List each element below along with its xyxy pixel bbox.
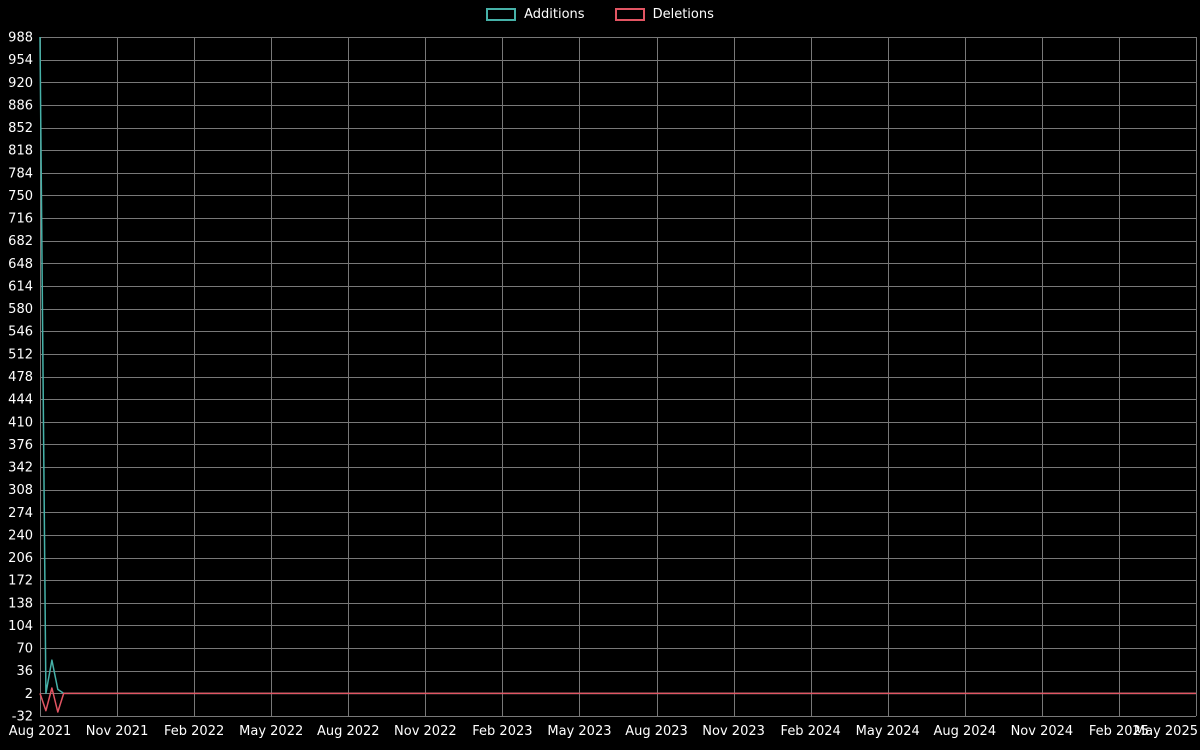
x-tick-label: Aug 2021: [9, 724, 72, 739]
legend-label-deletions: Deletions: [652, 7, 714, 22]
y-tick-label: -32: [12, 710, 33, 725]
y-tick-label: 172: [8, 574, 33, 589]
y-tick-label: 206: [8, 551, 33, 566]
y-tick-label: 784: [8, 166, 33, 181]
legend-item-additions[interactable]: Additions: [486, 7, 585, 22]
additions-swatch-icon: [486, 8, 517, 21]
y-tick-label: 138: [8, 596, 33, 611]
x-tick-label: Feb 2024: [781, 724, 841, 739]
y-tick-label: 342: [8, 461, 33, 476]
y-tick-label: 852: [8, 121, 33, 136]
x-tick-label: May 2022: [239, 724, 303, 739]
y-tick-label: 70: [16, 642, 33, 657]
y-tick-label: 886: [8, 98, 33, 113]
y-tick-label: 614: [8, 279, 33, 294]
y-tick-label: 682: [8, 234, 33, 249]
y-tick-label: 2: [25, 687, 33, 702]
x-tick-label: Feb 2022: [164, 724, 224, 739]
x-tick-label: May 2025: [1134, 724, 1198, 739]
y-tick-label: 920: [8, 76, 33, 91]
y-tick-label: 988: [8, 31, 33, 46]
y-tick-label: 512: [8, 347, 33, 362]
x-tick-label: Nov 2021: [86, 724, 149, 739]
additions-line: [39, 36, 1196, 695]
legend-item-deletions[interactable]: Deletions: [614, 7, 714, 22]
y-tick-label: 580: [8, 302, 33, 317]
x-tick-label: Feb 2023: [472, 724, 532, 739]
x-tick-label: Nov 2023: [702, 724, 765, 739]
y-tick-label: 240: [8, 528, 33, 543]
deletions-line: [39, 687, 1196, 713]
y-tick-label: 36: [16, 664, 33, 679]
x-tick-label: Aug 2022: [317, 724, 380, 739]
y-tick-label: 376: [8, 438, 33, 453]
y-tick-label: 716: [8, 212, 33, 227]
x-tick-label: Feb 2025: [1089, 724, 1149, 739]
x-tick-label: Nov 2022: [394, 724, 457, 739]
x-tick-label: Aug 2024: [933, 724, 996, 739]
y-tick-label: 648: [8, 257, 33, 272]
y-tick-label: 750: [8, 189, 33, 204]
x-tick-label: Aug 2023: [625, 724, 688, 739]
chart-legend: Additions Deletions: [0, 7, 1200, 22]
deletions-swatch-icon: [614, 8, 645, 21]
legend-label-additions: Additions: [524, 7, 585, 22]
y-tick-label: 954: [8, 53, 33, 68]
y-tick-label: 308: [8, 483, 33, 498]
y-tick-label: 444: [8, 393, 33, 408]
y-tick-label: 104: [8, 619, 33, 634]
x-tick-label: Nov 2024: [1011, 724, 1074, 739]
y-tick-label: 546: [8, 325, 33, 340]
x-tick-label: May 2023: [547, 724, 611, 739]
x-tick-label: May 2024: [856, 724, 920, 739]
y-tick-label: 818: [8, 144, 33, 159]
y-tick-label: 478: [8, 370, 33, 385]
y-tick-label: 274: [8, 506, 33, 521]
y-tick-label: 410: [8, 415, 33, 430]
